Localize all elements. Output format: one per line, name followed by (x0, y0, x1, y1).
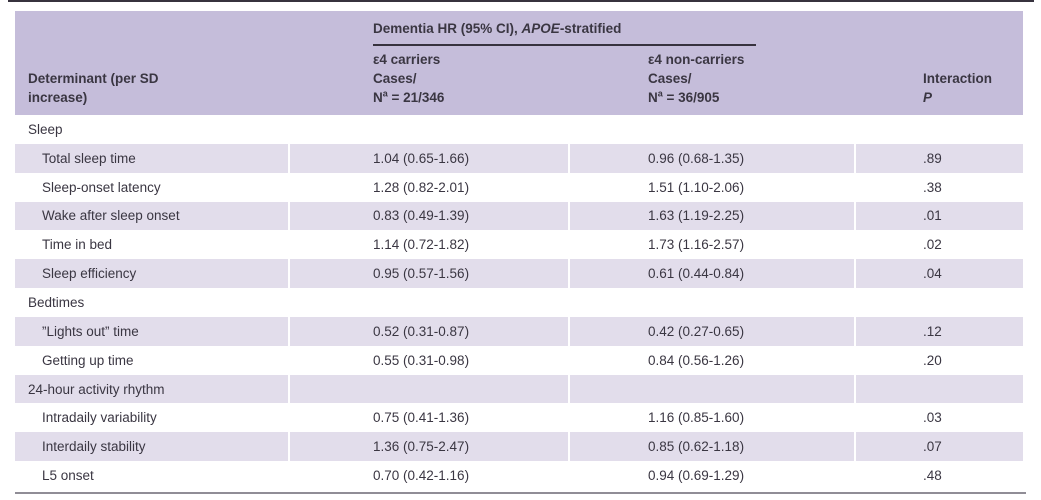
noncarriers-value: 0.61 (0.44-0.84) (568, 259, 854, 289)
noncarriers-header-line1: ε4 non-carriers (648, 52, 745, 67)
row-label: 24-hour activity rhythm (15, 374, 288, 404)
carriers-value: 0.70 (0.42-1.16) (288, 461, 568, 490)
noncarriers-value: 0.42 (0.27-0.65) (568, 316, 854, 346)
noncarriers-n-rest: = 36/905 (662, 90, 720, 105)
carriers-header-line2: Cases/ (373, 71, 417, 86)
table-body: Sleep Total sleep time 1.04 (0.65-1.66) 0.9… (15, 115, 1023, 490)
interaction-p-value (854, 115, 1023, 144)
interaction-p-value (854, 288, 1023, 317)
table-top-rule (8, 0, 1034, 2)
table-row: Intradaily variability 0.75 (0.41-1.36) 1.… (15, 403, 1023, 433)
interaction-p-value: .07 (854, 432, 1023, 462)
column-header-determinant: Determinant (per SD increase) (28, 69, 159, 107)
noncarriers-footnote-marker: a (657, 88, 663, 99)
carriers-value (288, 115, 568, 144)
interaction-p-value: .12 (854, 316, 1023, 346)
table-row: Sleep efficiency 0.95 (0.57-1.56) 0.61 (0.… (15, 259, 1023, 289)
row-label: Intradaily variability (42, 410, 157, 426)
carriers-n-prefix: N (373, 90, 383, 105)
row-label: Interdaily stability (15, 432, 288, 462)
column-header-interaction-p: Interaction P (923, 69, 992, 107)
table-row: Getting up time 0.55 (0.31-0.98) 0.84 (0.5… (15, 345, 1023, 375)
noncarriers-value: 0.96 (0.68-1.35) (568, 143, 854, 173)
row-label: ”Lights out” time (15, 316, 288, 346)
interaction-p-value: .01 (854, 201, 1023, 231)
interaction-p-value (854, 374, 1023, 404)
title-suffix: -stratified (559, 21, 622, 36)
row-label: Time in bed (42, 237, 113, 253)
row-label: Total sleep time (15, 143, 288, 173)
section-row: Sleep (15, 115, 1023, 144)
carriers-n-rest: = 21/346 (387, 90, 445, 105)
title-italic-apoe: APOE (521, 21, 560, 36)
noncarriers-value (568, 374, 854, 404)
section-row: 24-hour activity rhythm (15, 374, 1023, 404)
apoe-stratified-table: Dementia HR (95% CI), APOE-stratified De… (15, 11, 1023, 490)
table-header: Dementia HR (95% CI), APOE-stratified De… (15, 11, 1023, 115)
carriers-value: 1.36 (0.75-2.47) (288, 432, 568, 462)
carriers-header-line1: ε4 carriers (373, 52, 441, 67)
carriers-value: 0.95 (0.57-1.56) (288, 259, 568, 289)
interaction-p-value: .03 (854, 403, 1023, 433)
table-bottom-rule (15, 492, 1026, 494)
carriers-value: 0.75 (0.41-1.36) (288, 403, 568, 433)
title-prefix: Dementia HR (95% CI), (373, 21, 522, 36)
noncarriers-value: 0.85 (0.62-1.18) (568, 432, 854, 462)
table-row: Sleep-onset latency 1.28 (0.82-2.01) 1.51 … (15, 172, 1023, 202)
carriers-value: 0.83 (0.49-1.39) (288, 201, 568, 231)
carriers-value: 1.14 (0.72-1.82) (288, 230, 568, 260)
noncarriers-header-line2: Cases/ (648, 71, 692, 86)
carriers-value: 1.04 (0.65-1.66) (288, 143, 568, 173)
noncarriers-value: 0.84 (0.56-1.26) (568, 345, 854, 375)
determinant-header-line2: increase) (28, 90, 88, 105)
spanning-title-underline (373, 44, 756, 46)
interaction-header-line2-p: P (923, 90, 933, 105)
interaction-p-value: .38 (854, 172, 1023, 202)
interaction-p-value: .20 (854, 345, 1023, 375)
carriers-value (288, 288, 568, 317)
row-label: Bedtimes (28, 294, 85, 310)
noncarriers-header-line3: Na = 36/905 (648, 88, 744, 107)
table-row: ”Lights out” time 0.52 (0.31-0.87) 0.42 (0… (15, 316, 1023, 346)
noncarriers-value (568, 115, 854, 144)
row-label: Wake after sleep onset (15, 201, 288, 231)
carriers-header-line3: Na = 21/346 (373, 88, 444, 107)
interaction-p-value: .02 (854, 230, 1023, 260)
section-row: Bedtimes (15, 288, 1023, 317)
interaction-header-line1: Interaction (923, 71, 993, 86)
interaction-p-value: .48 (854, 461, 1023, 490)
determinant-header-line1: Determinant (per SD (28, 71, 159, 86)
interaction-p-value: .04 (854, 259, 1023, 289)
row-label: Sleep-onset latency (42, 179, 161, 195)
row-label: Sleep efficiency (15, 259, 288, 289)
spanning-column-title: Dementia HR (95% CI), APOE-stratified (373, 21, 621, 36)
carriers-footnote-marker: a (382, 88, 388, 99)
noncarriers-n-prefix: N (648, 90, 658, 105)
column-header-noncarriers: ε4 non-carriers Cases/ Na = 36/905 (648, 50, 744, 107)
carriers-value: 0.52 (0.31-0.87) (288, 316, 568, 346)
noncarriers-value: 1.73 (1.16-2.57) (568, 230, 854, 260)
noncarriers-value: 1.63 (1.19-2.25) (568, 201, 854, 231)
column-header-carriers: ε4 carriers Cases/ Na = 21/346 (373, 50, 444, 107)
carriers-value (288, 374, 568, 404)
table-row: Interdaily stability 1.36 (0.75-2.47) 0.85… (15, 432, 1023, 462)
table-row: Total sleep time 1.04 (0.65-1.66) 0.96 (0.… (15, 143, 1023, 173)
table-row: Time in bed 1.14 (0.72-1.82) 1.73 (1.16-2.… (15, 230, 1023, 260)
carriers-value: 0.55 (0.31-0.98) (288, 345, 568, 375)
noncarriers-value: 1.51 (1.10-2.06) (568, 172, 854, 202)
row-label: Getting up time (42, 352, 134, 368)
row-label: L5 onset (42, 468, 94, 484)
noncarriers-value (568, 288, 854, 317)
noncarriers-value: 1.16 (0.85-1.60) (568, 403, 854, 433)
interaction-p-value: .89 (854, 143, 1023, 173)
row-label: Sleep (28, 121, 63, 137)
carriers-value: 1.28 (0.82-2.01) (288, 172, 568, 202)
table-row: L5 onset 0.70 (0.42-1.16) 0.94 (0.69-1.29)… (15, 461, 1023, 490)
table-row: Wake after sleep onset 0.83 (0.49-1.39) 1.… (15, 201, 1023, 231)
noncarriers-value: 0.94 (0.69-1.29) (568, 461, 854, 490)
